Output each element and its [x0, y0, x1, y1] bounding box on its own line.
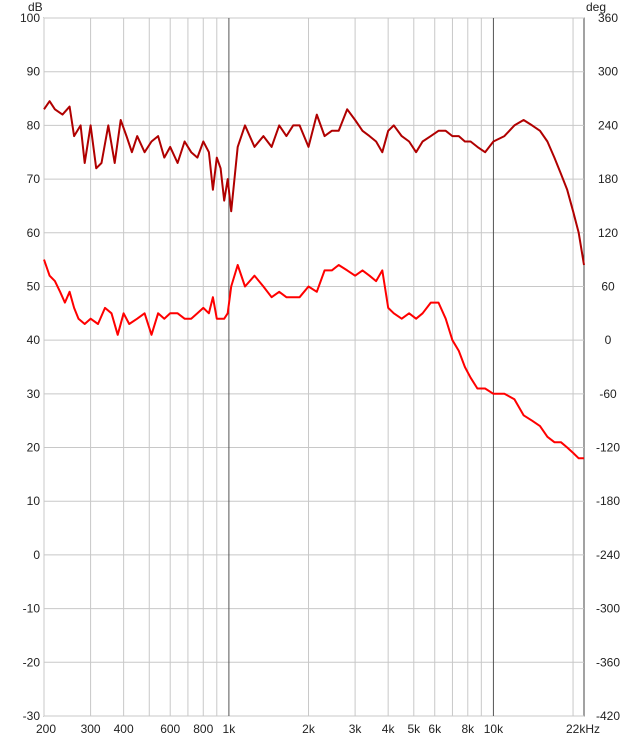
series-lines [43, 100, 585, 460]
left-y-tick-label: 30 [27, 387, 41, 401]
right-y-tick-label: -60 [599, 387, 617, 401]
right-axis-unit: deg [586, 0, 606, 14]
left-y-tick-label: 10 [27, 494, 41, 508]
x-tick-label: 6k [428, 722, 442, 736]
left-y-tick-label: -10 [23, 602, 41, 616]
x-tick-label: 10k [484, 722, 504, 736]
left-y-tick-label: 50 [27, 279, 41, 293]
left-y-tick-label: 80 [27, 118, 41, 132]
x-tick-label: 4k [382, 722, 396, 736]
left-y-tick-label: 20 [27, 441, 41, 455]
right-y-tick-label: -420 [596, 709, 620, 723]
grid [43, 17, 584, 717]
right-y-tick-label: 120 [598, 226, 618, 240]
right-y-tick-label: -180 [596, 494, 620, 508]
x-tick-label: 800 [193, 722, 213, 736]
right-y-tick-label: 300 [598, 65, 618, 79]
left-y-tick-label: -30 [23, 709, 41, 723]
x-tick-label: 22kHz [566, 722, 600, 736]
x-tick-label: 8k [461, 722, 475, 736]
tick-labels: 200 300 400 600 800 1k 2k 3k 4k 5k 6k 8k 10k 22kHz100… [20, 11, 620, 736]
left-y-tick-label: 90 [27, 65, 41, 79]
left-y-tick-label: 70 [27, 172, 41, 186]
right-y-tick-label: -360 [596, 655, 620, 669]
right-y-tick-label: 0 [605, 333, 612, 347]
left-y-tick-label: 60 [27, 226, 41, 240]
x-tick-label: 300 [81, 722, 101, 736]
right-y-tick-label: -120 [596, 441, 620, 455]
series-line-1 [43, 100, 585, 266]
x-tick-label: 400 [114, 722, 134, 736]
x-tick-label: 1k [223, 722, 237, 736]
right-y-tick-label: 60 [601, 279, 615, 293]
series-line-2 [43, 259, 584, 460]
x-tick-label: 200 [36, 722, 56, 736]
left-y-tick-label: 0 [33, 548, 40, 562]
plot-area [43, 17, 585, 717]
x-tick-label: 2k [302, 722, 316, 736]
left-y-tick-label: 40 [27, 333, 41, 347]
left-axis-unit: dB [28, 0, 43, 14]
right-y-tick-label: 360 [598, 11, 618, 25]
x-tick-label: 5k [407, 722, 421, 736]
left-y-tick-label: 100 [20, 11, 40, 25]
right-y-tick-label: -240 [596, 548, 620, 562]
x-tick-label: 600 [160, 722, 180, 736]
x-tick-label: 3k [349, 722, 363, 736]
left-y-tick-label: -20 [23, 655, 41, 669]
right-y-tick-label: 240 [598, 118, 618, 132]
right-y-tick-label: 180 [598, 172, 618, 186]
right-y-tick-label: -300 [596, 602, 620, 616]
